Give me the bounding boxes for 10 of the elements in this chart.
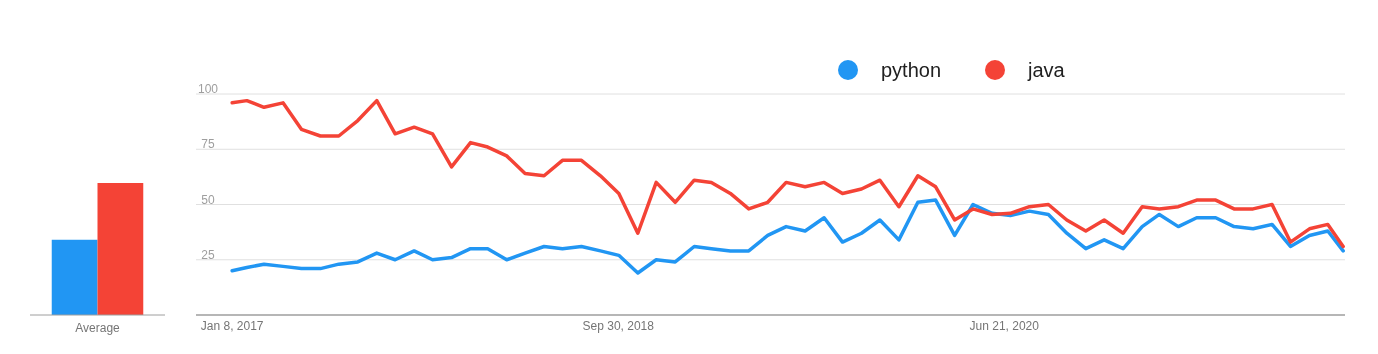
y-tick-label: 100 [197, 82, 219, 96]
y-tick-label: 75 [201, 137, 215, 152]
y-tick-label: 50 [201, 192, 215, 207]
y-tick-label: 25 [201, 247, 215, 262]
x-tick-label: Sep 30, 2018 [582, 319, 655, 333]
legend-label: java [1027, 59, 1066, 81]
x-tick-label: Jun 21, 2020 [969, 319, 1040, 333]
x-tick-label: Average [75, 321, 121, 335]
legend-label: python [881, 59, 942, 81]
x-tick-label: Jan 8, 2017 [200, 319, 264, 333]
